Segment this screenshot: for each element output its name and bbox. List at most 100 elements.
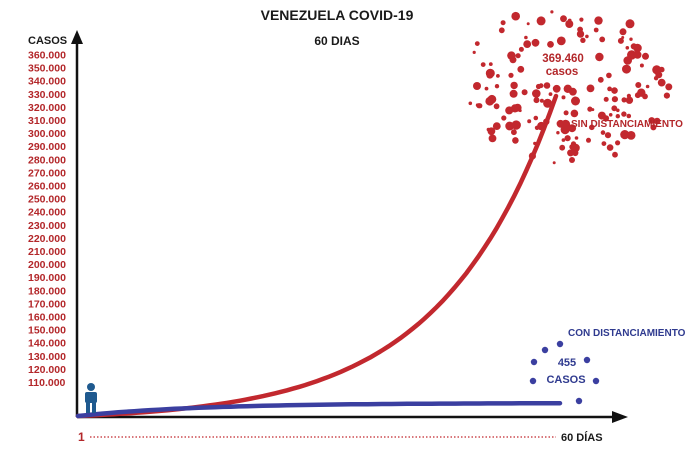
virus-dot-red bbox=[480, 62, 486, 67]
virus-dot-red bbox=[508, 72, 514, 78]
virus-dot-red bbox=[543, 98, 553, 108]
virus-dot-red bbox=[587, 106, 593, 112]
y-tick-labels: 110.000120.000130.000140.000150.000160.0… bbox=[28, 50, 66, 390]
virus-dot-red bbox=[532, 89, 541, 98]
virus-dot-red bbox=[518, 109, 522, 113]
virus-dot-red bbox=[560, 15, 567, 23]
virus-dot-red bbox=[625, 96, 634, 104]
y-tick-label: 360.000 bbox=[28, 50, 66, 62]
series-label-sin-distanciamiento: SIN DISTANCIAMIENTO bbox=[571, 119, 683, 130]
virus-dot-red bbox=[563, 110, 569, 116]
virus-dot-red bbox=[586, 84, 595, 93]
virus-dot-red bbox=[653, 117, 661, 125]
virus-dot-red bbox=[601, 141, 607, 147]
virus-dot-red bbox=[561, 95, 566, 100]
virus-dot-red bbox=[569, 157, 575, 163]
virus-dot-red bbox=[488, 62, 493, 66]
virus-dot-red bbox=[560, 125, 570, 135]
virus-dot-red bbox=[660, 67, 665, 73]
virus-dot-red bbox=[608, 113, 613, 117]
virus-dot-red bbox=[517, 65, 525, 73]
virus-dot-red bbox=[567, 149, 575, 157]
virus-dot-red bbox=[571, 143, 580, 153]
y-tick-label: 310.000 bbox=[28, 115, 66, 127]
virus-dot-red bbox=[484, 86, 489, 91]
virus-dot-red bbox=[573, 96, 577, 101]
y-tick-label: 210.000 bbox=[28, 246, 66, 258]
virus-dot-red bbox=[611, 96, 619, 103]
x-axis-label: 60 DÍAS bbox=[561, 431, 603, 444]
virus-dot-red bbox=[533, 115, 539, 121]
virus-dot-red bbox=[635, 82, 642, 88]
series-line-sin-distanciamiento bbox=[75, 93, 559, 419]
virus-dot-red bbox=[472, 50, 476, 55]
virus-dot-red bbox=[576, 30, 585, 38]
y-tick-label: 180.000 bbox=[28, 285, 66, 297]
virus-dot-blue bbox=[556, 340, 564, 348]
virus-dot-red bbox=[607, 86, 612, 92]
y-tick-label: 160.000 bbox=[28, 312, 66, 324]
virus-dot-red bbox=[594, 16, 603, 25]
virus-dot-red bbox=[621, 97, 627, 103]
virus-dot-red bbox=[518, 46, 524, 52]
virus-dot-red bbox=[625, 46, 630, 50]
virus-dot-red bbox=[552, 161, 556, 165]
virus-dot-red bbox=[604, 132, 612, 139]
virus-dot-red bbox=[501, 115, 507, 121]
virus-dot-red bbox=[509, 89, 518, 98]
virus-dot-red bbox=[625, 19, 635, 29]
virus-dot-red bbox=[485, 68, 495, 78]
y-tick-label: 190.000 bbox=[28, 272, 66, 284]
virus-dot-red bbox=[487, 94, 497, 104]
virus-dot-blue bbox=[529, 377, 537, 385]
virus-dot-red bbox=[539, 98, 544, 103]
virus-dot-red bbox=[509, 56, 517, 64]
y-tick-label: 120.000 bbox=[28, 364, 66, 376]
y-tick-label: 350.000 bbox=[28, 63, 66, 75]
virus-dot-red bbox=[570, 109, 579, 118]
virus-cloud-red bbox=[468, 10, 673, 165]
virus-dot-red bbox=[603, 96, 609, 102]
virus-dot-red bbox=[606, 72, 612, 79]
virus-dot-red bbox=[526, 22, 530, 26]
y-tick-label: 280.000 bbox=[28, 154, 66, 166]
virus-dot-red bbox=[468, 101, 473, 106]
virus-dot-red bbox=[622, 64, 631, 74]
y-tick-label: 250.000 bbox=[28, 194, 66, 206]
virus-dot-red bbox=[621, 36, 625, 39]
virus-dot-blue bbox=[530, 358, 538, 366]
virus-dot-red bbox=[589, 124, 595, 131]
y-tick-label: 240.000 bbox=[28, 207, 66, 219]
virus-dot-red bbox=[565, 20, 574, 28]
virus-dot-red bbox=[653, 76, 659, 81]
series-label-con-distanciamiento: CON DISTANCIAMIENTO bbox=[568, 328, 686, 339]
virus-dot-red bbox=[531, 38, 540, 47]
virus-dot-red bbox=[617, 37, 624, 44]
y-tick-label: 130.000 bbox=[28, 351, 66, 363]
virus-dot-red bbox=[488, 134, 497, 143]
x-axis-arrow bbox=[612, 411, 628, 423]
virus-dot-red bbox=[510, 81, 518, 90]
y-tick-label: 340.000 bbox=[28, 76, 66, 88]
virus-dot-red bbox=[619, 28, 627, 36]
virus-dot-red bbox=[511, 11, 520, 21]
virus-dot-red bbox=[599, 36, 606, 43]
virus-dot-red bbox=[556, 131, 560, 135]
y-axis-arrow bbox=[71, 30, 83, 44]
virus-dot-red bbox=[595, 52, 604, 62]
virus-dot-red bbox=[642, 93, 648, 100]
virus-dot-red bbox=[602, 115, 610, 122]
virus-dot-red bbox=[477, 103, 483, 109]
virus-dot-red bbox=[665, 83, 673, 91]
virus-dot-red bbox=[559, 144, 566, 151]
virus-dot-red bbox=[556, 36, 566, 46]
virus-dot-red bbox=[548, 92, 553, 96]
virus-dot-red bbox=[500, 20, 506, 26]
virus-dot-blue bbox=[575, 397, 583, 405]
virus-dot-red bbox=[496, 74, 500, 78]
virus-dot-red bbox=[515, 53, 521, 59]
virus-dot-red bbox=[580, 37, 586, 43]
virus-dot-red bbox=[494, 84, 500, 89]
virus-dot-red bbox=[606, 144, 614, 151]
